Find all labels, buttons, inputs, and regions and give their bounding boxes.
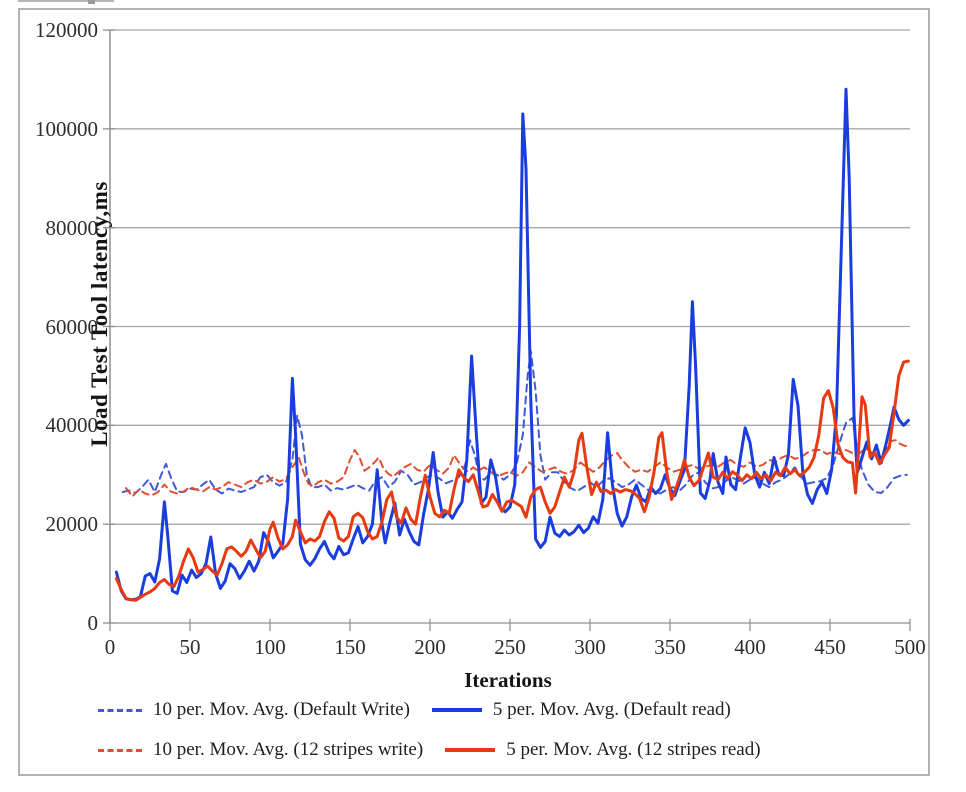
series-10-per-mov-avg-default-write- xyxy=(121,350,908,495)
series-10-per-mov-avg-12-stripes-write- xyxy=(125,439,910,498)
legend-row-1: 10 per. Mov. Avg. (Default Write) 5 per.… xyxy=(98,697,916,723)
x-tick-label: 400 xyxy=(734,635,766,659)
y-tick-label: 60000 xyxy=(45,314,99,339)
screen-artifact-line xyxy=(18,0,114,2)
x-tick-label: 500 xyxy=(894,635,926,659)
x-tick-label: 450 xyxy=(814,635,846,659)
series-5-per-mov-avg-default-read- xyxy=(114,87,910,602)
x-tick-label: 150 xyxy=(334,635,366,659)
legend-swatch-solid-blue xyxy=(431,708,482,712)
y-tick-label: 80000 xyxy=(45,215,99,240)
legend-row-2: 10 per. Mov. Avg. (12 stripes write) 5 p… xyxy=(98,737,916,763)
x-tick-label: 100 xyxy=(254,635,286,659)
legend-swatch-dashed-blue xyxy=(98,708,142,712)
x-tick-label: 300 xyxy=(574,635,606,659)
legend-swatch-dashed-red xyxy=(98,748,142,752)
x-tick-label: 350 xyxy=(654,635,686,659)
legend-label: 5 per. Mov. Avg. (12 stripes read) xyxy=(506,739,761,760)
x-tick-label: 0 xyxy=(104,635,116,659)
y-tick-label: 0 xyxy=(87,611,99,635)
x-tick-label: 250 xyxy=(494,635,526,659)
y-tick-label: 20000 xyxy=(45,512,99,537)
screen-artifact-notch xyxy=(88,0,95,4)
y-tick-label: 100000 xyxy=(35,116,98,141)
x-axis-title: Iterations xyxy=(464,668,552,692)
legend-label: 10 per. Mov. Avg. (Default Write) xyxy=(153,699,410,720)
legend-label: 10 per. Mov. Avg. (12 stripes write) xyxy=(153,739,424,760)
legend-swatch-solid-red xyxy=(445,748,496,752)
y-tick-label: 120000 xyxy=(35,18,98,42)
y-axis-title: Load Test Tool latency,ms xyxy=(87,181,112,447)
series-5-per-mov-avg-12-stripes-read- xyxy=(114,359,910,602)
plot-area xyxy=(103,29,911,631)
y-tick-label: 40000 xyxy=(45,413,99,438)
legend-label: 5 per. Mov. Avg. (Default read) xyxy=(492,699,731,720)
x-tick-label: 50 xyxy=(179,635,201,659)
x-tick-label: 200 xyxy=(414,635,446,659)
